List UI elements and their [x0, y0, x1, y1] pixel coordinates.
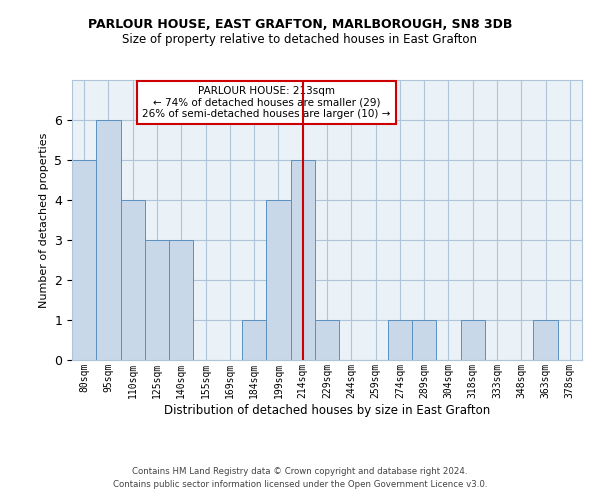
Text: Contains HM Land Registry data © Crown copyright and database right 2024.: Contains HM Land Registry data © Crown c…	[132, 467, 468, 476]
Bar	[533, 320, 558, 360]
Bar	[96, 120, 121, 360]
Text: Contains public sector information licensed under the Open Government Licence v3: Contains public sector information licen…	[113, 480, 487, 489]
Bar	[290, 160, 315, 360]
Bar	[388, 320, 412, 360]
Bar	[315, 320, 339, 360]
Bar	[72, 160, 96, 360]
Bar	[412, 320, 436, 360]
Bar	[266, 200, 290, 360]
Bar	[121, 200, 145, 360]
Bar	[145, 240, 169, 360]
Bar	[242, 320, 266, 360]
Bar	[461, 320, 485, 360]
Text: PARLOUR HOUSE, EAST GRAFTON, MARLBOROUGH, SN8 3DB: PARLOUR HOUSE, EAST GRAFTON, MARLBOROUGH…	[88, 18, 512, 30]
Y-axis label: Number of detached properties: Number of detached properties	[39, 132, 49, 308]
Text: Size of property relative to detached houses in East Grafton: Size of property relative to detached ho…	[122, 32, 478, 46]
Text: PARLOUR HOUSE: 213sqm
← 74% of detached houses are smaller (29)
26% of semi-deta: PARLOUR HOUSE: 213sqm ← 74% of detached …	[142, 86, 391, 119]
X-axis label: Distribution of detached houses by size in East Grafton: Distribution of detached houses by size …	[164, 404, 490, 416]
Bar	[169, 240, 193, 360]
